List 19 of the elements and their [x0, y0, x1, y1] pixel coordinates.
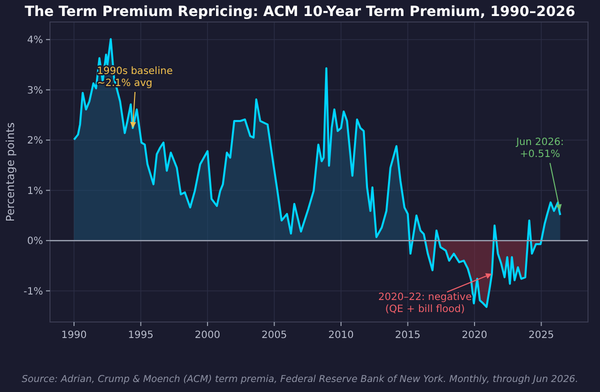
- y-tick-label: 0%: [27, 236, 43, 248]
- x-tick-label: 2025: [528, 330, 554, 341]
- y-tick-label: 1%: [27, 186, 43, 197]
- y-tick-label: 2%: [27, 136, 43, 147]
- annotation: Jun 2026: +0.51%: [515, 137, 564, 160]
- x-tick-label: 1990: [61, 330, 87, 341]
- x-tick-label: 2015: [395, 330, 421, 341]
- chart-title: The Term Premium Repricing: ACM 10-Year Term Premium, 1990–2026: [24, 4, 576, 20]
- annotation: 2020–22: negative (QE + bill flood): [378, 292, 472, 315]
- x-tick-label: 2010: [328, 330, 354, 341]
- y-tick-label: 4%: [27, 35, 43, 46]
- x-tick-label: 2020: [462, 330, 488, 341]
- y-tick-label: -1%: [24, 286, 43, 298]
- source-note: Source: Adrian, Crump & Moench (ACM) term premia, Federal Reserve Bank of New York. Monthly, through Jun 2026.: [22, 374, 578, 385]
- x-tick-label: 2005: [262, 330, 288, 341]
- y-axis-title: Percentage points: [4, 122, 17, 222]
- x-tick-label: 1995: [128, 330, 154, 341]
- y-tick-label: 3%: [27, 85, 43, 96]
- x-tick-label: 2000: [194, 330, 220, 341]
